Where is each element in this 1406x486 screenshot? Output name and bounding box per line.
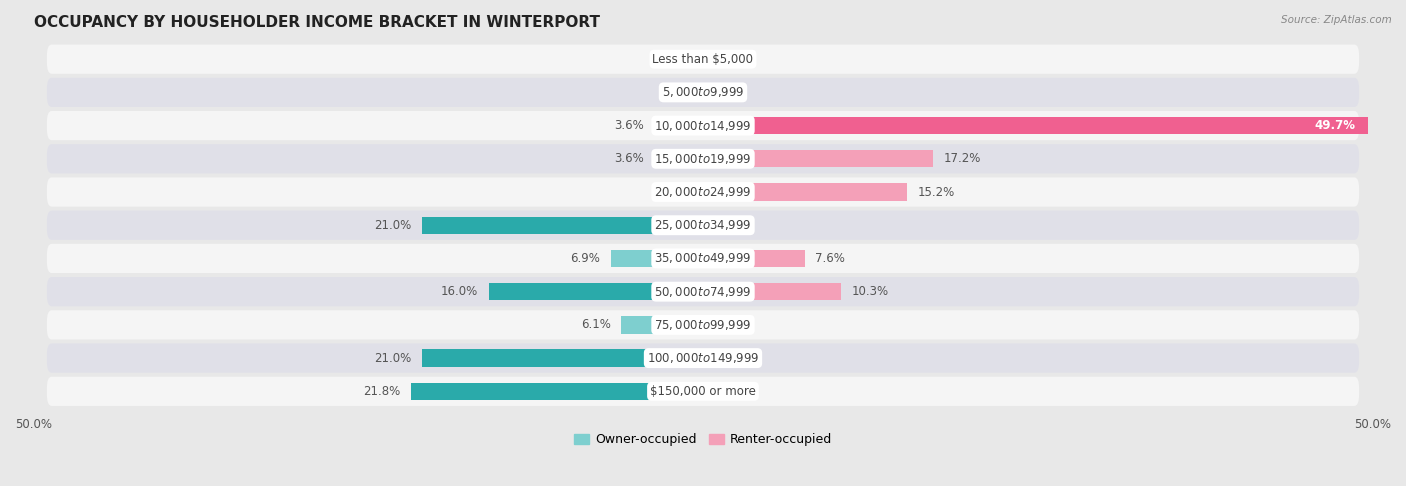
Bar [703, 183, 907, 201]
Text: 17.2%: 17.2% [943, 152, 981, 165]
Text: $35,000 to $49,999: $35,000 to $49,999 [654, 251, 752, 265]
Text: $10,000 to $14,999: $10,000 to $14,999 [654, 119, 752, 133]
Bar [655, 117, 703, 134]
Bar [411, 382, 703, 400]
Text: Less than $5,000: Less than $5,000 [652, 52, 754, 66]
FancyBboxPatch shape [46, 377, 1360, 406]
Text: 0.0%: 0.0% [717, 318, 747, 331]
Text: 6.9%: 6.9% [569, 252, 600, 265]
FancyBboxPatch shape [46, 277, 1360, 306]
Text: 0.0%: 0.0% [659, 52, 689, 66]
Text: $25,000 to $34,999: $25,000 to $34,999 [654, 218, 752, 232]
Bar [703, 150, 934, 168]
Text: 0.0%: 0.0% [717, 385, 747, 398]
Text: $20,000 to $24,999: $20,000 to $24,999 [654, 185, 752, 199]
Text: 21.8%: 21.8% [363, 385, 401, 398]
Bar [703, 250, 804, 267]
FancyBboxPatch shape [46, 111, 1360, 140]
Bar [489, 283, 703, 300]
FancyBboxPatch shape [46, 344, 1360, 373]
Text: $50,000 to $74,999: $50,000 to $74,999 [654, 285, 752, 299]
Bar [610, 250, 703, 267]
Text: 7.6%: 7.6% [815, 252, 845, 265]
Text: $75,000 to $99,999: $75,000 to $99,999 [654, 318, 752, 332]
Text: Source: ZipAtlas.com: Source: ZipAtlas.com [1281, 15, 1392, 25]
Bar [703, 117, 1368, 134]
Text: 10.3%: 10.3% [852, 285, 889, 298]
FancyBboxPatch shape [46, 144, 1360, 174]
Bar [422, 217, 703, 234]
Text: 49.7%: 49.7% [1315, 119, 1355, 132]
Text: 0.0%: 0.0% [717, 219, 747, 232]
Text: 6.1%: 6.1% [581, 318, 610, 331]
Bar [703, 283, 841, 300]
Text: 15.2%: 15.2% [917, 186, 955, 198]
Bar [655, 150, 703, 168]
Text: 21.0%: 21.0% [374, 351, 411, 364]
Bar [621, 316, 703, 333]
Text: 0.0%: 0.0% [717, 86, 747, 99]
FancyBboxPatch shape [46, 177, 1360, 207]
Legend: Owner-occupied, Renter-occupied: Owner-occupied, Renter-occupied [568, 428, 838, 451]
Text: OCCUPANCY BY HOUSEHOLDER INCOME BRACKET IN WINTERPORT: OCCUPANCY BY HOUSEHOLDER INCOME BRACKET … [34, 15, 599, 30]
Text: 0.0%: 0.0% [659, 86, 689, 99]
Text: 0.0%: 0.0% [717, 351, 747, 364]
Text: $100,000 to $149,999: $100,000 to $149,999 [647, 351, 759, 365]
Text: 16.0%: 16.0% [441, 285, 478, 298]
Text: $5,000 to $9,999: $5,000 to $9,999 [662, 86, 744, 99]
FancyBboxPatch shape [46, 78, 1360, 107]
FancyBboxPatch shape [46, 45, 1360, 74]
Text: 3.6%: 3.6% [614, 152, 644, 165]
Text: 21.0%: 21.0% [374, 219, 411, 232]
Text: 3.6%: 3.6% [614, 119, 644, 132]
FancyBboxPatch shape [46, 310, 1360, 340]
Text: $15,000 to $19,999: $15,000 to $19,999 [654, 152, 752, 166]
FancyBboxPatch shape [46, 244, 1360, 273]
Bar [422, 349, 703, 367]
Text: 0.0%: 0.0% [717, 52, 747, 66]
Text: 0.0%: 0.0% [659, 186, 689, 198]
FancyBboxPatch shape [46, 210, 1360, 240]
Text: $150,000 or more: $150,000 or more [650, 385, 756, 398]
